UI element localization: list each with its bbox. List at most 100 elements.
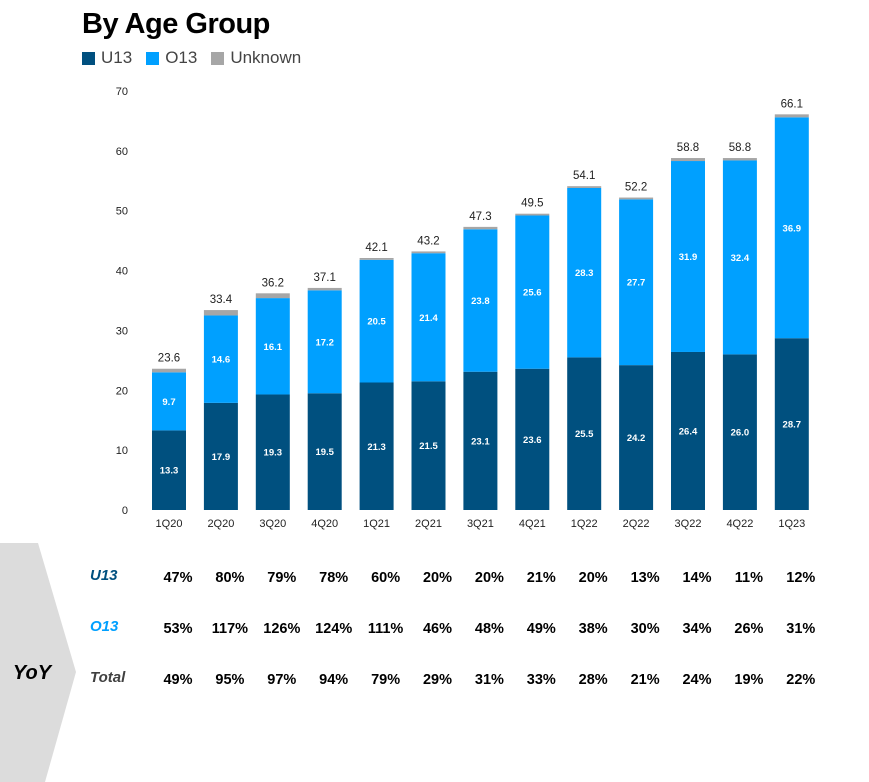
data-label-o13: 27.7 — [627, 278, 646, 289]
x-tick-label: 4Q20 — [311, 518, 338, 530]
x-tick-label: 1Q22 — [571, 518, 598, 530]
legend-label: Unknown — [230, 48, 302, 67]
bar-unknown — [671, 158, 705, 162]
x-tick-label: 1Q20 — [156, 518, 183, 530]
y-tick-label: 70 — [116, 86, 128, 98]
data-label-o13: 36.9 — [783, 223, 802, 234]
legend-item-o13: O13 — [146, 48, 197, 68]
yoy-value: 20% — [423, 570, 452, 586]
yoy-chevron — [0, 543, 76, 782]
data-label-o13: 23.8 — [471, 296, 490, 307]
data-label-u13: 26.4 — [679, 426, 698, 437]
x-tick-label: 1Q21 — [363, 518, 390, 530]
total-label: 42.1 — [365, 242, 387, 254]
data-label-o13: 31.9 — [679, 252, 698, 263]
yoy-value: 26% — [734, 621, 763, 637]
yoy-value: 95% — [215, 672, 244, 688]
yoy-row-label: U13 — [90, 567, 118, 584]
bar-u13 — [722, 354, 757, 510]
bar-u13 — [515, 368, 550, 510]
y-tick-label: 0 — [122, 505, 128, 517]
yoy-value: 29% — [423, 672, 452, 688]
yoy-value: 111% — [368, 621, 404, 637]
yoy-value: 13% — [631, 570, 660, 586]
bar-o13 — [671, 161, 705, 352]
yoy-value: 24% — [682, 672, 711, 688]
yoy-value: 20% — [579, 570, 608, 586]
bar-o13 — [411, 253, 446, 382]
x-tick-label: 2Q21 — [415, 518, 442, 530]
legend-label: O13 — [165, 48, 198, 67]
yoy-value: 80% — [215, 570, 244, 586]
bar-o13 — [463, 229, 498, 372]
y-tick-label: 50 — [116, 206, 128, 218]
data-label-u13: 23.6 — [523, 435, 542, 446]
legend-swatch — [82, 51, 95, 65]
yoy-value: 31% — [786, 621, 815, 637]
x-tick-label: 3Q22 — [675, 518, 702, 530]
data-label-u13: 25.5 — [575, 429, 594, 440]
yoy-value: 60% — [371, 570, 400, 586]
total-label: 23.6 — [158, 353, 180, 365]
data-label-u13: 21.5 — [419, 441, 438, 452]
total-label: 54.1 — [573, 170, 595, 182]
yoy-value: 49% — [527, 621, 556, 637]
yoy-value: 97% — [267, 672, 296, 688]
yoy-value: 11% — [735, 570, 763, 586]
yoy-value: 117% — [212, 621, 248, 637]
data-label-u13: 13.3 — [160, 466, 179, 477]
bar-unknown — [255, 293, 290, 299]
bar-o13 — [567, 187, 602, 358]
yoy-value: 46% — [423, 621, 452, 637]
bar-unknown — [307, 287, 342, 291]
yoy-value: 126% — [263, 621, 300, 637]
legend-label: U13 — [101, 48, 133, 67]
bar-u13 — [255, 394, 290, 510]
data-label-u13: 21.3 — [367, 442, 386, 453]
total-label: 52.2 — [625, 182, 647, 194]
bar-unknown — [411, 251, 446, 254]
data-label-o13: 25.6 — [523, 288, 542, 299]
x-tick-label: 2Q20 — [207, 518, 234, 530]
x-tick-label: 2Q22 — [623, 518, 650, 530]
yoy-value: 12% — [786, 570, 815, 586]
yoy-value: 124% — [315, 621, 352, 637]
yoy-value: 20% — [475, 570, 504, 586]
bar-u13 — [463, 371, 498, 510]
bar-o13 — [774, 117, 809, 339]
bar-o13 — [307, 290, 342, 394]
chart-title: By Age Group — [82, 8, 270, 40]
yoy-value: 31% — [475, 672, 504, 688]
bar-o13 — [152, 372, 186, 431]
bar-u13 — [203, 402, 238, 510]
yoy-value: 78% — [319, 570, 348, 586]
bar-unknown — [152, 368, 186, 373]
yoy-value: 94% — [319, 672, 348, 688]
yoy-value: 21% — [631, 672, 660, 688]
data-label-o13: 28.3 — [575, 268, 594, 279]
yoy-value: 21% — [527, 570, 556, 586]
total-label: 36.2 — [262, 277, 284, 289]
yoy-value: 30% — [631, 621, 660, 637]
data-label-u13: 23.1 — [471, 436, 490, 447]
yoy-row-label: O13 — [90, 618, 119, 635]
yoy-row-label: Total — [90, 669, 126, 686]
data-label-u13: 19.3 — [264, 448, 283, 459]
x-tick-label: 1Q23 — [778, 518, 805, 530]
total-label: 47.3 — [469, 211, 491, 223]
bar-unknown — [463, 226, 498, 230]
data-label-o13: 20.5 — [367, 317, 386, 328]
bar-u13 — [671, 351, 705, 510]
data-label-o13: 17.2 — [315, 337, 334, 348]
yoy-value: 38% — [579, 621, 608, 637]
bar-u13 — [152, 430, 186, 510]
data-label-o13: 32.4 — [731, 253, 750, 264]
bar-o13 — [359, 259, 394, 383]
yoy-value: 19% — [734, 672, 763, 688]
bar-unknown — [619, 197, 654, 200]
yoy-value: 48% — [475, 621, 504, 637]
yoy-value: 53% — [163, 621, 192, 637]
y-tick-label: 60 — [116, 146, 128, 158]
legend-item-unknown: Unknown — [211, 48, 301, 68]
bar-o13 — [255, 298, 290, 395]
